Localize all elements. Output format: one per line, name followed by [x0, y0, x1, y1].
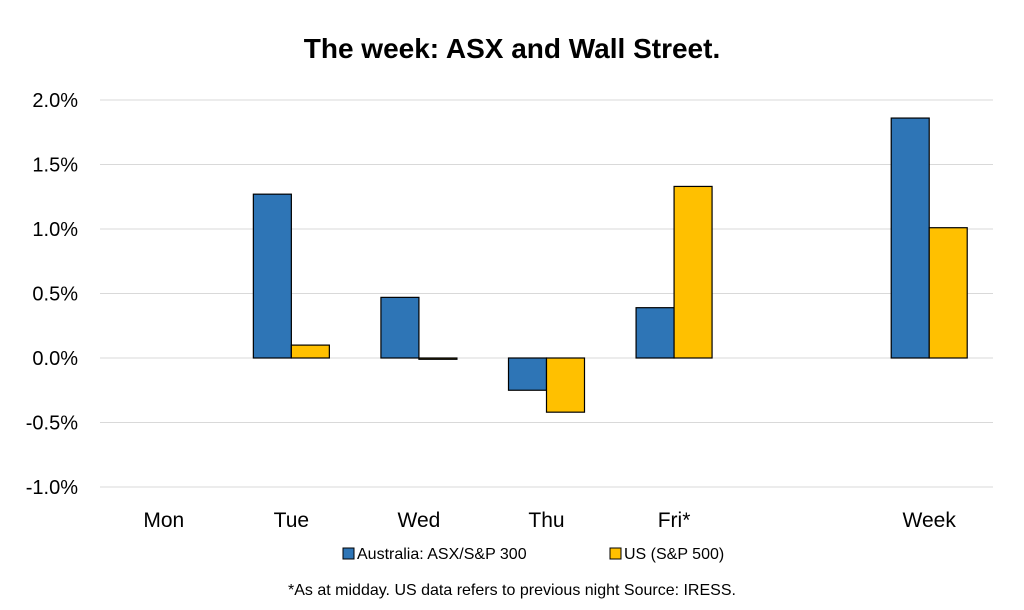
- bar-asx-tue: [252, 193, 292, 359]
- y-tick-label: 0.0%: [32, 348, 78, 370]
- bar-sp500-fri: [673, 185, 713, 359]
- y-tick-label: 1.0%: [32, 219, 78, 241]
- bar-asx-week: [890, 117, 930, 359]
- gridlines: [100, 99, 993, 488]
- x-category-label: Wed: [398, 509, 441, 532]
- x-category-label: Tue: [274, 509, 309, 532]
- legend-swatch: [609, 547, 622, 560]
- bar-sp500-week: [928, 227, 968, 359]
- x-category-label: Thu: [528, 509, 564, 532]
- x-category-label: Mon: [143, 509, 184, 532]
- x-category-label: Fri*: [658, 509, 691, 532]
- bar-sp500-wed: [418, 357, 458, 360]
- bar-asx-fri: [635, 307, 675, 359]
- legend-swatch: [342, 547, 355, 560]
- x-category-label: Week: [903, 509, 957, 532]
- bar-sp500-tue: [290, 344, 330, 359]
- y-tick-label: 1.5%: [32, 155, 78, 177]
- legend-label: US (S&P 500): [624, 546, 724, 563]
- chart-title: The week: ASX and Wall Street.: [304, 33, 720, 64]
- y-tick-label: -1.0%: [26, 477, 78, 499]
- bars: [252, 117, 968, 413]
- legend: Australia: ASX/S&P 300 US (S&P 500): [342, 546, 724, 563]
- y-tick-label: 2.0%: [32, 90, 78, 112]
- x-axis-category-labels: Mon Tue Wed Thu Fri* Week: [143, 509, 956, 532]
- bar-asx-thu: [507, 357, 548, 391]
- bar-sp500-thu: [545, 357, 586, 413]
- source-note: *As at midday. US data refers to previou…: [288, 582, 736, 599]
- y-axis-tick-labels: 2.0% 1.5% 1.0% 0.5% 0.0% -0.5% -1.0%: [26, 90, 78, 499]
- legend-label: Australia: ASX/S&P 300: [357, 546, 527, 563]
- y-tick-label: 0.5%: [32, 284, 78, 306]
- bar-asx-wed: [380, 296, 420, 359]
- y-tick-label: -0.5%: [26, 413, 78, 435]
